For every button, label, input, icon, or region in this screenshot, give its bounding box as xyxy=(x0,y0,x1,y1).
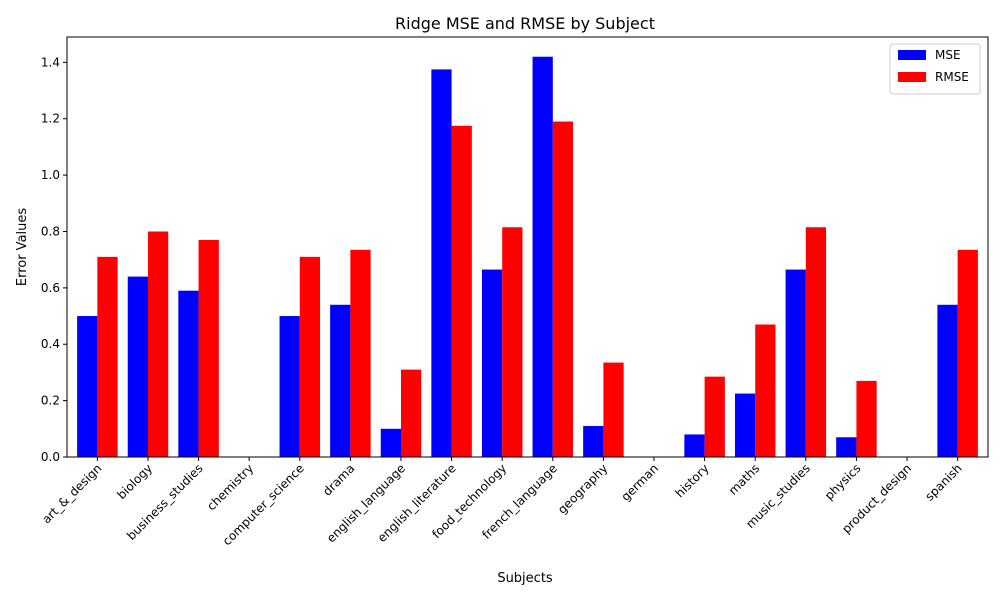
bar-rmse-biology xyxy=(147,231,169,457)
bar-rmse-art_&_design xyxy=(97,256,118,457)
bar-rmse-drama xyxy=(350,249,371,457)
bar-mse-history xyxy=(684,434,705,457)
x-tick-label: chemistry xyxy=(204,461,256,513)
bar-mse-physics xyxy=(836,437,857,457)
bar-mse-computer_science xyxy=(279,316,300,457)
bar-mse-english_literature xyxy=(431,69,452,458)
bar-mse-food_technology xyxy=(481,269,503,457)
bar-mse-music_studies xyxy=(785,269,806,457)
bar-rmse-food_technology xyxy=(502,227,523,457)
legend: MSE RMSE xyxy=(889,43,981,95)
x-axis-label: Subjects xyxy=(497,571,553,586)
x-tick-label: geography xyxy=(555,461,611,517)
legend-label-mse: MSE xyxy=(935,48,961,62)
bar-mse-biology xyxy=(127,276,148,457)
bar-rmse-spanish xyxy=(957,249,978,457)
y-tick-label: 0.4 xyxy=(41,337,60,351)
bar-rmse-english_literature xyxy=(451,125,472,457)
plot-area: 0.0 0.2 0.4 0.6 0.8 1.0 1.2 1.4 art_&_design biol… xyxy=(39,36,989,548)
bar-rmse-music_studies xyxy=(805,227,827,457)
x-tick-label: biology xyxy=(114,461,155,502)
bar-rmse-french_language xyxy=(552,121,574,457)
bar-mse-geography xyxy=(583,425,604,457)
y-tick-label: 0.8 xyxy=(41,224,60,238)
y-tick-label: 0.2 xyxy=(41,394,60,408)
y-tick-label: 0.0 xyxy=(41,450,60,464)
plot-frame xyxy=(66,36,989,458)
x-tick-label: spanish xyxy=(922,461,964,503)
x-tick-label: german xyxy=(618,461,661,504)
x-tick-label: history xyxy=(673,461,712,500)
legend-swatch-mse xyxy=(898,50,926,60)
bar-rmse-physics xyxy=(856,380,877,457)
y-tick-label: 0.6 xyxy=(41,281,60,295)
bar-rmse-computer_science xyxy=(299,256,321,457)
x-tick-label: art_&_design xyxy=(39,461,104,526)
bar-mse-english_language xyxy=(380,428,401,457)
bar-rmse-maths xyxy=(755,324,776,457)
bar-rmse-english_language xyxy=(400,369,422,457)
y-tick-label: 1.2 xyxy=(41,112,60,126)
bar-rmse-history xyxy=(704,376,725,457)
bar-rmse-geography xyxy=(603,362,624,457)
bar-mse-drama xyxy=(330,304,351,457)
x-tick-label: maths xyxy=(726,461,762,497)
legend-label-rmse: RMSE xyxy=(935,70,969,84)
y-axis-label: Error Values xyxy=(15,208,30,287)
y-tick-label: 1.4 xyxy=(41,55,60,69)
bar-mse-spanish xyxy=(937,304,958,457)
chart-title: Ridge MSE and RMSE by Subject xyxy=(395,14,655,33)
x-tick-label: drama xyxy=(320,461,357,498)
x-tick-label: physics xyxy=(822,461,864,503)
y-tick-label: 1.0 xyxy=(41,168,60,182)
bar-mse-french_language xyxy=(532,56,553,457)
bar-rmse-business_studies xyxy=(198,239,219,457)
legend-swatch-rmse xyxy=(898,72,926,82)
bar-mse-maths xyxy=(734,393,756,457)
bar-mse-art_&_design xyxy=(77,316,98,457)
bar-mse-business_studies xyxy=(178,290,199,457)
